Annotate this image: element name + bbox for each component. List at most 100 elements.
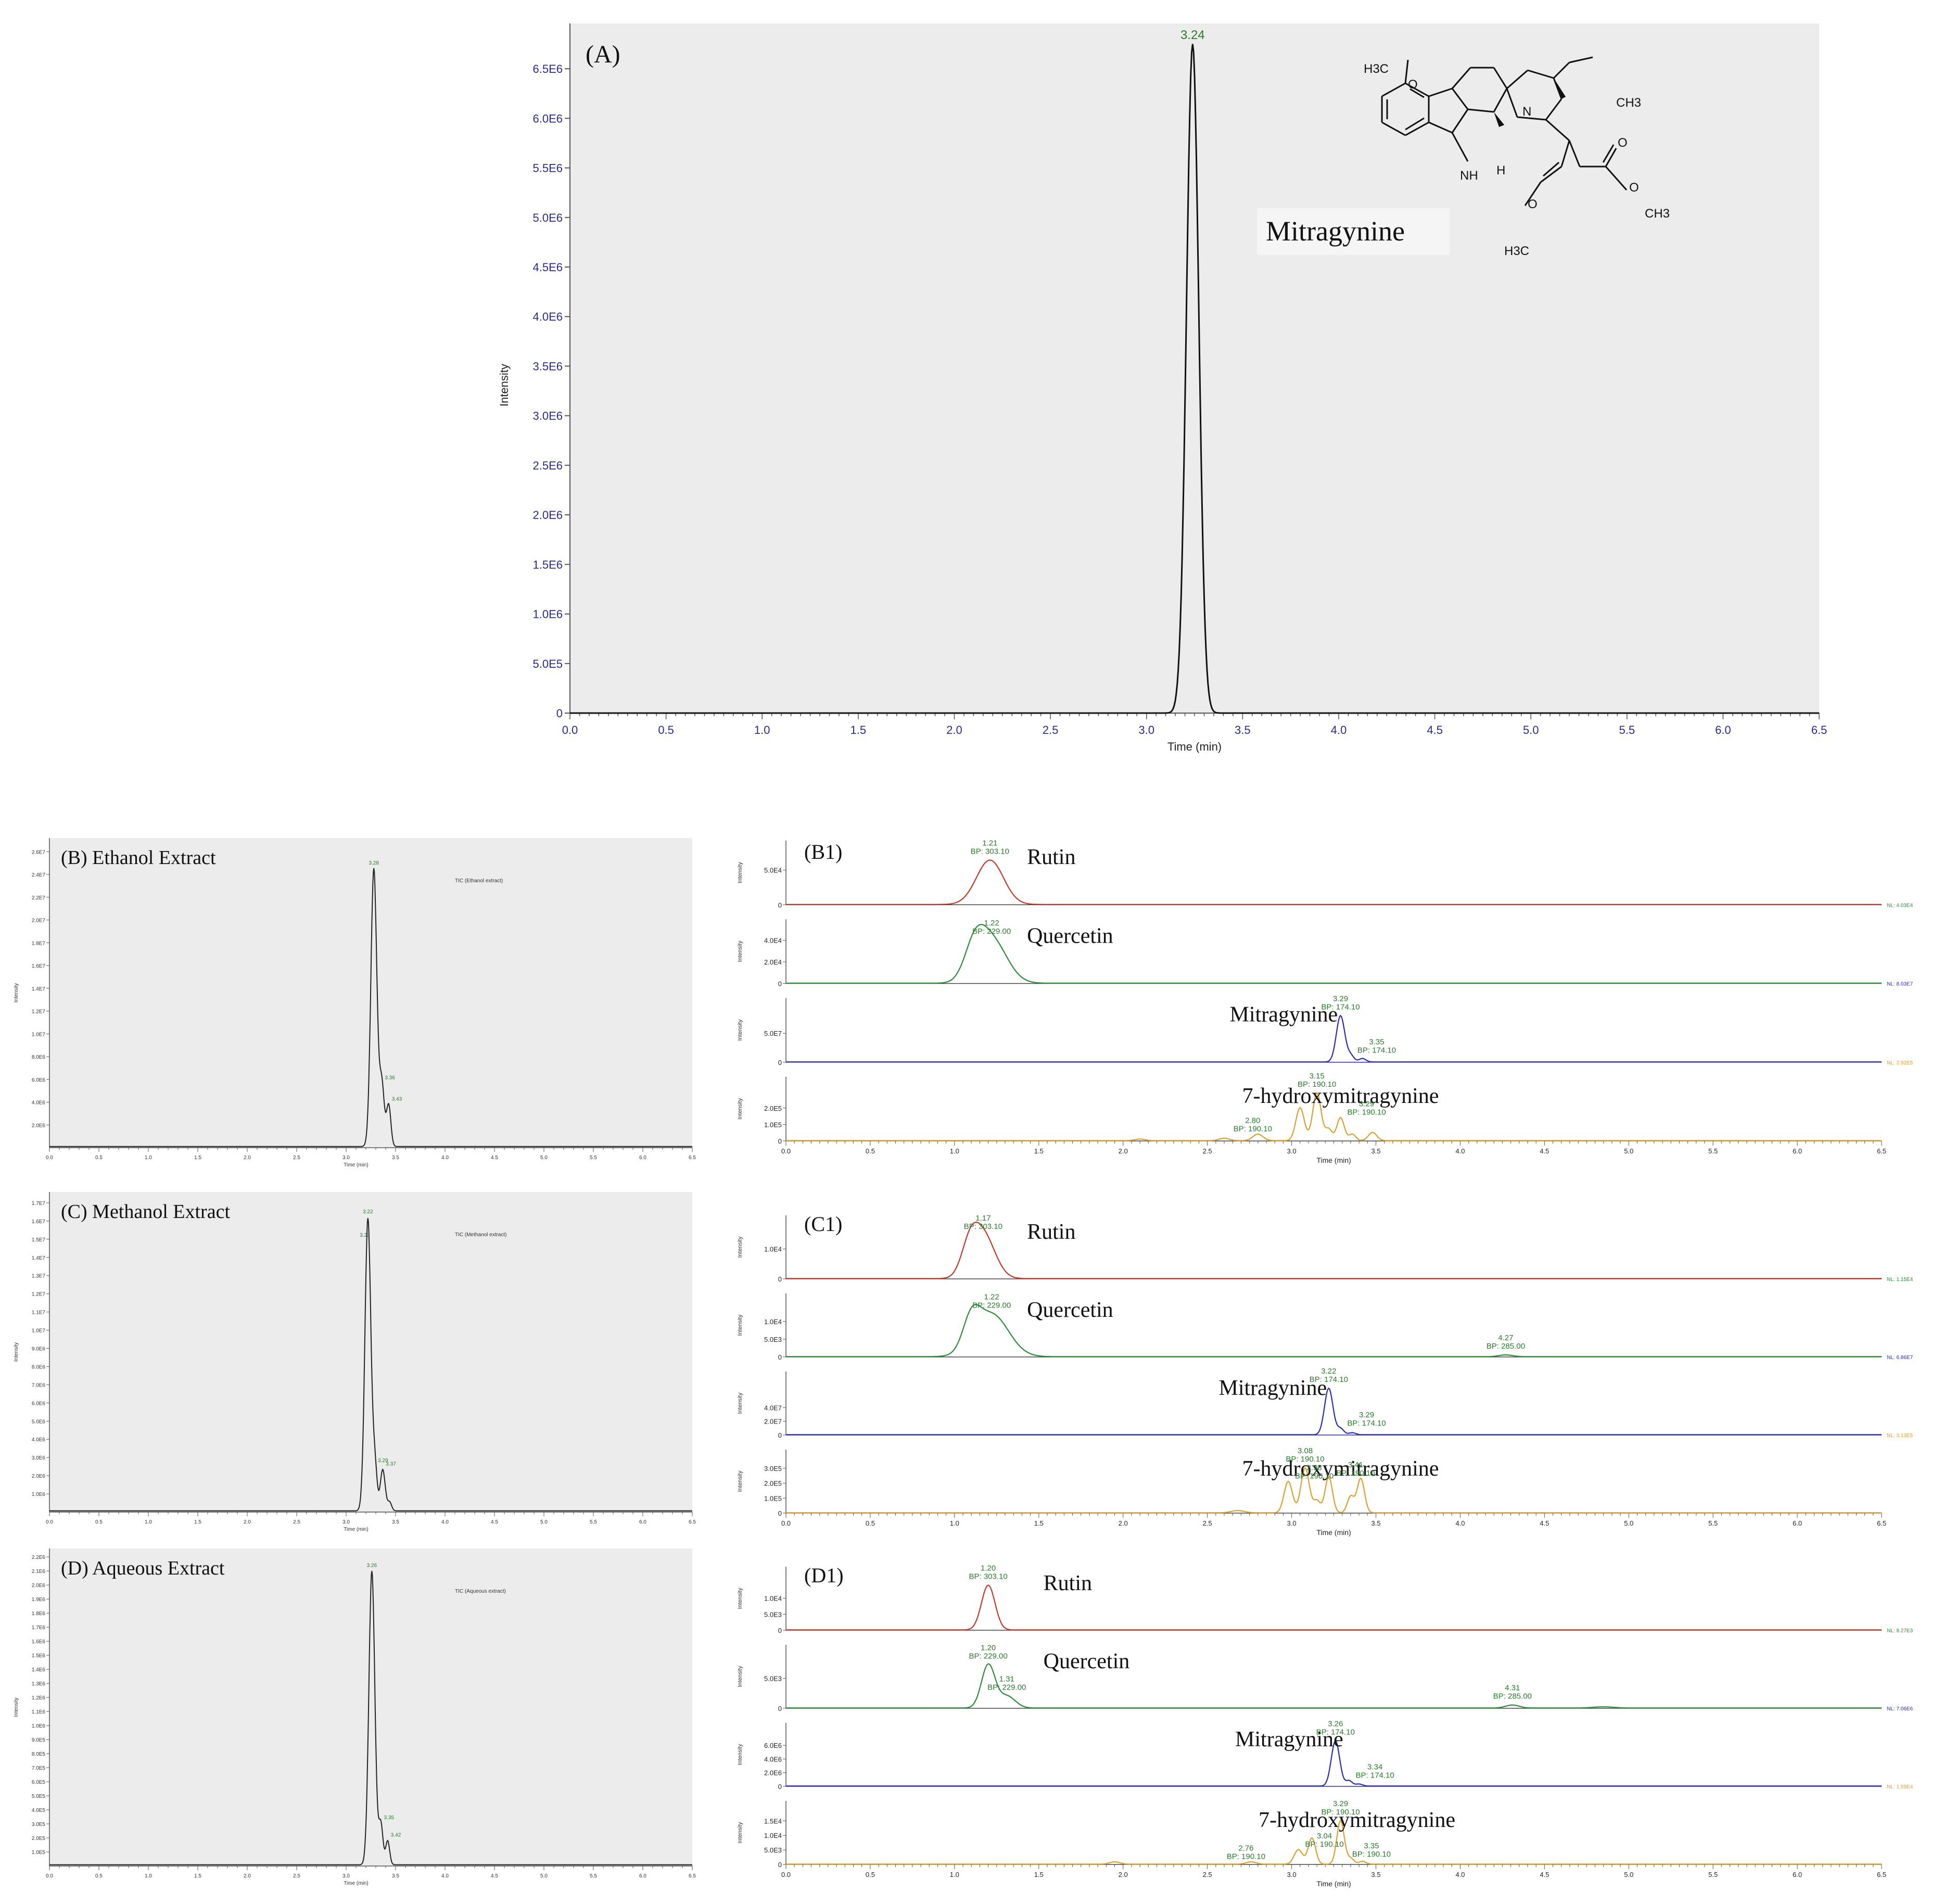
panel-d1-trace-4-peak-bp-label: BP: 190.10	[1321, 1808, 1360, 1817]
panel-b1-trace-4-peak-rt-label: 2.80	[1245, 1116, 1260, 1125]
panel-d1-x-tick-label: 4.5	[1540, 1871, 1549, 1878]
panel-c1-trace-3-peak-rt-label: 3.29	[1359, 1411, 1374, 1419]
panel-b1-trace-2-y-tick-label: 0	[778, 980, 782, 988]
panel-b-y-tick-label: 2.0E6	[32, 1123, 46, 1128]
panel-c1-x-axis-label: Time (min)	[1316, 1528, 1351, 1537]
panel-b-x-tick-label: 2.0	[244, 1155, 251, 1161]
panel-c1-trace-2-peak-bp-label: BP: 229.00	[972, 1301, 1011, 1310]
structure-bond	[1545, 98, 1563, 120]
panel-d-x-tick-label: 5.5	[590, 1873, 597, 1879]
panel-d1-x-tick-label: 3.0	[1287, 1871, 1296, 1878]
panel-d-y-tick-label: 1.0E5	[32, 1850, 46, 1856]
panel-b-y-tick-label: 1.4E7	[32, 986, 46, 992]
panel-c-y-tick-label: 3.0E6	[32, 1455, 46, 1461]
panel-a-y-tick-label: 0	[556, 707, 563, 720]
panel-b-x-tick-label: 5.0	[540, 1155, 548, 1161]
panel-c-x-tick-label: 6.5	[689, 1519, 696, 1525]
structure-bond	[1605, 166, 1628, 191]
panel-c1-trace-2-y-axis-label: Intensity	[737, 1314, 743, 1336]
panel-d-y-tick-label: 1.8E6	[32, 1611, 46, 1617]
structure-bond	[1451, 109, 1469, 133]
panel-c-x-tick-label: 3.5	[392, 1519, 399, 1525]
panel-d-y-axis-label: Intensity	[14, 1697, 19, 1717]
panel-c-y-tick-label: 6.0E6	[32, 1401, 46, 1406]
panel-c1-trace-3-y-tick-label: 2.0E7	[764, 1418, 782, 1426]
panel-c-y-tick-label: 1.0E7	[32, 1328, 46, 1334]
panel-d-peak-label: 3.26	[367, 1563, 377, 1568]
panel-d1-trace-2-peak-bp-label: BP: 229.00	[987, 1683, 1026, 1692]
structure-atom-label: O	[1528, 197, 1538, 211]
panel-d1-trace-3-peak-bp-label: BP: 174.10	[1316, 1728, 1355, 1737]
panel-c-y-tick-label: 2.0E6	[32, 1474, 46, 1479]
panel-c1-trace-2-y-tick-label: 5.0E3	[764, 1336, 782, 1343]
panel-c-y-tick-label: 1.0E6	[32, 1492, 46, 1497]
panel-d-x-tick-label: 5.0	[540, 1873, 548, 1879]
panel-b-y-axis-label: Intensity	[14, 983, 19, 1002]
panel-b1-x-axis-label: Time (min)	[1316, 1156, 1351, 1164]
panel-b1-x-tick-label: 0.0	[781, 1147, 791, 1155]
panel-d1-trace-4-peak-bp-label: BP: 190.10	[1352, 1850, 1391, 1859]
panel-c-y-tick-label: 1.6E7	[32, 1219, 46, 1225]
panel-d-x-tick-label: 1.5	[194, 1873, 201, 1879]
panel-b1-trace-2-nl-value: NL: 8.03E7	[1887, 982, 1913, 987]
panel-d1-trace-3-y-tick-label: 4.0E6	[764, 1755, 782, 1763]
panel-a-y-tick-label: 2.0E6	[533, 509, 563, 522]
panel-c1-x-tick-label: 3.0	[1287, 1519, 1296, 1527]
panel-c-x-tick-label: 2.5	[293, 1519, 300, 1525]
panel-b1-trace-2-y-tick-label: 4.0E4	[764, 937, 782, 945]
panel-b-x-tick-label: 5.5	[590, 1155, 597, 1161]
panel-b-x-tick-label: 1.5	[194, 1155, 201, 1161]
panel-c1-trace-1-line	[786, 1222, 1882, 1279]
panel-d1-trace-1-peak-rt-label: 1.20	[981, 1564, 996, 1573]
panel-d1-trace-4-peak-rt-label: 3.04	[1317, 1832, 1332, 1840]
panel-d-x-tick-label: 3.5	[392, 1873, 399, 1879]
panel-d1-x-tick-label: 2.5	[1203, 1871, 1212, 1878]
structure-bond	[1405, 121, 1429, 136]
panel-b-peak-label: 3.36	[385, 1075, 395, 1081]
panel-b1-trace-1-peak-rt-label: 1.21	[982, 839, 997, 847]
panel-c1-trace-3-compound-name: Mitragynine	[1218, 1376, 1327, 1400]
panel-d-y-tick-label: 7.0E5	[32, 1766, 46, 1771]
structure-bond	[1545, 119, 1570, 142]
compound-name: Mitragynine	[1266, 215, 1405, 247]
panel-b1-trace-4-line	[786, 1092, 1882, 1141]
panel-a-x-tick-label: 1.5	[850, 723, 867, 737]
panel-b1-x-tick-label: 3.0	[1287, 1147, 1296, 1155]
structure-wedge-bond	[1494, 112, 1504, 127]
panel-d1-trace-2-peak-bp-label: BP: 285.00	[1493, 1692, 1532, 1701]
panel-b-x-tick-label: 6.5	[689, 1155, 696, 1161]
panel-c-peak-label: 3.22	[360, 1233, 370, 1238]
panel-c-peak-label: 3.29	[378, 1458, 388, 1464]
panel-b-y-tick-label: 2.6E7	[32, 849, 46, 855]
structure-bond	[1605, 148, 1617, 167]
structure-atom-label: CH3	[1645, 207, 1670, 221]
panel-d-y-tick-label: 1.4E6	[32, 1667, 46, 1673]
panel-b1-x-tick-label: 2.0	[1119, 1147, 1128, 1155]
panel-b1-trace-1-nl-value: NL: 4.03E4	[1887, 903, 1913, 908]
panel-d1-x-axis-label: Time (min)	[1316, 1880, 1351, 1888]
structure-bond	[1506, 88, 1518, 118]
structure-atom-label: H3C	[1504, 244, 1529, 258]
panel-d1-trace-2-nl-value: NL: 7.06E6	[1887, 1706, 1913, 1712]
panel-a-x-tick-label: 0.0	[562, 723, 578, 737]
panel-a-x-tick-label: 1.0	[754, 723, 770, 737]
panel-c1-trace-1-nl-value: NL: 1.15E4	[1887, 1277, 1913, 1283]
panel-b-x-tick-label: 6.0	[639, 1155, 646, 1161]
panel-b1-x-tick-label: 0.5	[866, 1147, 875, 1155]
panel-b1-x-tick-label: 6.0	[1793, 1147, 1802, 1155]
panel-d-x-tick-label: 2.5	[293, 1873, 300, 1879]
panel-c-chromatogram-line	[49, 1217, 692, 1512]
panel-a-y-tick-label: 5.0E5	[533, 657, 563, 670]
panel-a-background	[570, 23, 1819, 713]
structure-atom-label: N	[1522, 105, 1531, 119]
panel-d1-trace-1-y-tick-label: 1.0E4	[764, 1595, 782, 1603]
panel-b1-trace-3-y-axis-label: Intensity	[737, 1019, 743, 1040]
panel-d-y-tick-label: 1.5E6	[32, 1653, 46, 1659]
structure-bond	[1553, 61, 1570, 79]
panel-b1-trace-3-peak-rt-label: 3.29	[1333, 994, 1348, 1003]
panel-d-y-tick-label: 2.1E6	[32, 1569, 46, 1575]
panel-b1-x-tick-label: 1.0	[950, 1147, 959, 1155]
mitragynine-structure: H3C O N NH H CH3 O O CH3 O H3C	[1364, 56, 1670, 258]
panel-c1-trace-1-peak-bp-label: BP: 303.10	[964, 1222, 1002, 1231]
panel-b-y-tick-label: 1.6E7	[32, 963, 46, 969]
